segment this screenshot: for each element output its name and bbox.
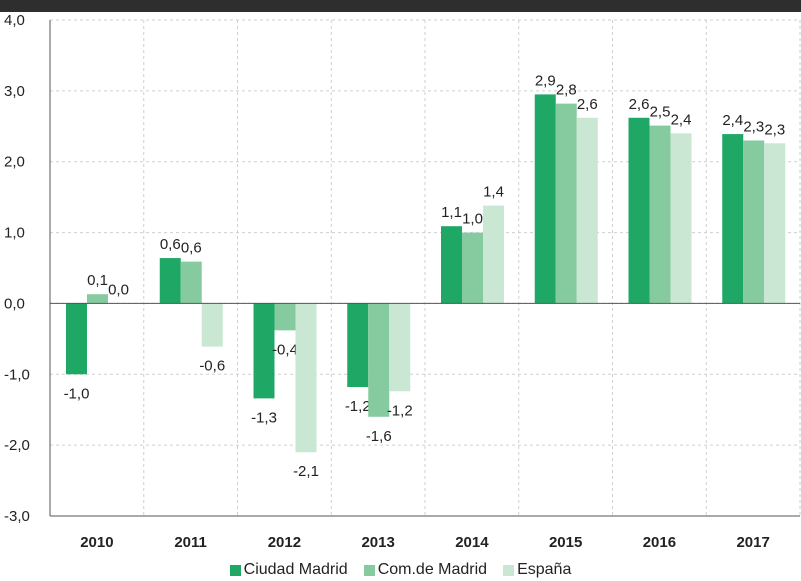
data-label: -1,2 — [387, 402, 413, 419]
data-label: 2,8 — [556, 82, 577, 99]
bar — [274, 303, 296, 331]
data-label: 2,3 — [764, 121, 785, 138]
legend-item-espana: España — [503, 561, 571, 579]
data-label: 1,4 — [483, 184, 504, 201]
legend-swatch-espana — [503, 564, 515, 576]
bar — [66, 303, 87, 375]
data-label: 2,4 — [722, 112, 743, 129]
data-label: 2,6 — [629, 96, 650, 113]
data-label: 1,1 — [441, 204, 462, 221]
bar — [368, 303, 390, 417]
data-label: 2,9 — [535, 72, 556, 89]
legend-label-ciudad-madrid: Ciudad Madrid — [243, 561, 348, 578]
bar — [389, 303, 411, 392]
data-label: 1,0 — [462, 211, 483, 228]
bar — [347, 303, 369, 388]
x-tick-label: 2014 — [455, 534, 489, 551]
bar — [722, 134, 744, 304]
y-tick-label: -3,0 — [4, 508, 30, 525]
legend: Ciudad Madrid Com.de Madrid España — [0, 559, 801, 581]
bar — [555, 103, 577, 304]
x-tick-label: 2012 — [268, 534, 301, 551]
x-tick-label: 2013 — [361, 534, 394, 551]
bar — [201, 303, 223, 347]
bar — [576, 117, 598, 304]
bar — [180, 261, 202, 304]
y-tick-label: 3,0 — [4, 83, 25, 100]
y-tick-label: 0,0 — [4, 295, 25, 312]
bar — [441, 226, 462, 304]
data-label: -2,1 — [293, 463, 319, 480]
data-label: 0,6 — [181, 240, 202, 257]
bar — [764, 143, 786, 304]
data-label: 0,1 — [87, 272, 108, 289]
bar — [628, 117, 650, 304]
data-label: 2,6 — [577, 96, 598, 113]
x-tick-label: 2016 — [643, 534, 676, 551]
x-tick-label: 2017 — [736, 534, 769, 551]
x-tick-label: 2015 — [549, 534, 582, 551]
top-bar — [0, 0, 801, 12]
data-label: 2,5 — [650, 104, 671, 121]
legend-label-espana: España — [517, 561, 572, 578]
legend-item-ciudad-madrid: Ciudad Madrid — [229, 561, 348, 579]
x-tick-label: 2011 — [174, 534, 207, 551]
y-tick-label: 2,0 — [4, 154, 25, 171]
y-tick-label: -2,0 — [4, 437, 30, 454]
bar — [743, 140, 765, 304]
legend-swatch-ciudad-madrid — [229, 564, 241, 576]
data-label: -0,4 — [272, 341, 298, 358]
data-label: -1,0 — [64, 385, 90, 402]
legend-label-com-de-madrid: Com.de Madrid — [377, 561, 488, 578]
data-label: -1,6 — [366, 428, 392, 445]
bar — [649, 125, 671, 304]
data-label: 0,0 — [108, 281, 129, 298]
data-label: -1,2 — [345, 398, 371, 415]
data-label: 0,6 — [160, 236, 181, 253]
bar — [295, 303, 317, 453]
bar — [87, 294, 108, 304]
data-label: -0,6 — [199, 358, 225, 375]
y-tick-label: 1,0 — [4, 225, 25, 242]
bar — [462, 232, 483, 304]
data-label: -1,3 — [251, 409, 277, 426]
bar — [253, 303, 275, 399]
legend-swatch-com-de-madrid — [363, 564, 375, 576]
y-tick-label: 4,0 — [4, 12, 25, 29]
data-label: 2,4 — [671, 111, 692, 128]
data-label: 2,3 — [743, 118, 764, 135]
x-tick-label: 2010 — [80, 534, 113, 551]
legend-item-com-de-madrid: Com.de Madrid — [363, 561, 488, 579]
bar — [159, 258, 181, 304]
bar — [534, 94, 556, 304]
y-tick-label: -1,0 — [4, 366, 30, 383]
bar — [670, 133, 692, 304]
bar — [483, 205, 504, 304]
